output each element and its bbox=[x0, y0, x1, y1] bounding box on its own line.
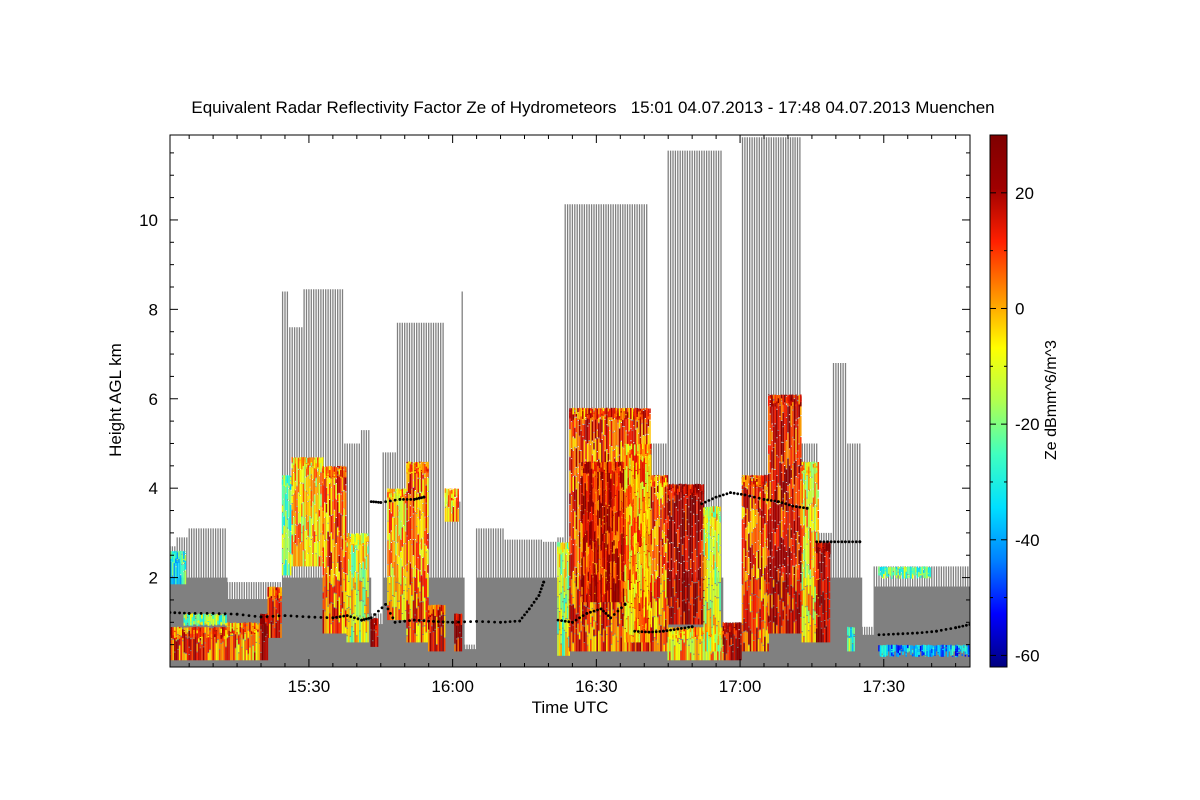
x-tick-label: 15:30 bbox=[288, 677, 331, 696]
echo-block-33 bbox=[861, 626, 875, 667]
x-tick-label: 16:00 bbox=[431, 677, 474, 696]
reflectivity-cell-19 bbox=[624, 443, 652, 643]
reflectivity-cell-13 bbox=[427, 604, 446, 652]
axes-layer: 15:30 16:00 16:30 17:00 17:30 2 4 6 8 10 bbox=[139, 134, 971, 696]
reflectivity-cell-30 bbox=[878, 566, 931, 579]
x-axis-label: Time UTC bbox=[531, 698, 609, 717]
echo-block-17 bbox=[475, 528, 506, 667]
reflectivity-cell-12 bbox=[406, 461, 429, 643]
reflectivity-cell-29 bbox=[847, 626, 855, 652]
reflectivity-cell-31 bbox=[878, 644, 970, 658]
x-tick-label: 17:00 bbox=[719, 677, 762, 696]
x-tick-label: 16:30 bbox=[575, 677, 618, 696]
cloud-base-markers bbox=[170, 491, 970, 637]
reflectivity-cell-9 bbox=[346, 533, 369, 643]
x-tick-label: 17:30 bbox=[862, 677, 905, 696]
echo-block-18 bbox=[504, 539, 544, 667]
reflectivity-cell-3 bbox=[226, 622, 261, 661]
y-tick-label: 10 bbox=[139, 211, 158, 230]
echo-block-32 bbox=[856, 443, 863, 667]
reflectivity-cell-20 bbox=[650, 474, 669, 652]
reflectivity-cell-0 bbox=[170, 626, 227, 661]
echo-block-15 bbox=[461, 291, 465, 667]
colorbar-tick-label: -60 bbox=[1015, 646, 1040, 665]
reflectivity-cell-1 bbox=[170, 550, 187, 585]
y-tick-label: 2 bbox=[149, 569, 158, 588]
reflectivity-cell-11 bbox=[387, 488, 407, 621]
echo-block-19 bbox=[543, 541, 559, 667]
echo-block-16 bbox=[463, 644, 477, 667]
reflectivity-cell-4 bbox=[260, 613, 269, 661]
reflectivity-cell-14 bbox=[444, 488, 459, 522]
reflectivity-cell-5 bbox=[267, 586, 282, 638]
reflectivity-cell-27 bbox=[801, 461, 820, 643]
chart-title: Equivalent Radar Reflectivity Factor Ze … bbox=[191, 98, 995, 117]
colorbar-tick-label: -40 bbox=[1015, 531, 1040, 550]
colorbar-tick-label: -20 bbox=[1015, 415, 1040, 434]
reflectivity-cell-28 bbox=[815, 541, 831, 643]
reflectivity-cell-23 bbox=[703, 506, 721, 652]
colorbar: 20 0 -20 -40 -60 bbox=[989, 134, 1040, 668]
reflectivity-cell-24 bbox=[722, 622, 742, 661]
reflectivity-cell-10 bbox=[370, 617, 379, 647]
reflectivity-cell-2 bbox=[183, 613, 227, 626]
colorbar-scale bbox=[989, 134, 1008, 668]
reflectivity-cell-15 bbox=[454, 613, 463, 652]
colorbar-tick-label: 0 bbox=[1015, 299, 1024, 318]
reflectivity-cell-6 bbox=[281, 475, 292, 576]
heatmap-layer bbox=[170, 137, 970, 667]
y-tick-label: 8 bbox=[149, 300, 158, 319]
reflectivity-cell-26 bbox=[768, 394, 802, 634]
reflectivity-cell-18 bbox=[581, 461, 625, 603]
colorbar-tick-label: 20 bbox=[1015, 184, 1034, 203]
reflectivity-cell-21 bbox=[667, 483, 705, 625]
reflectivity-cell-8 bbox=[322, 465, 347, 634]
plot-frame bbox=[169, 134, 971, 668]
upper-layer-markers bbox=[369, 495, 426, 504]
reflectivity-cell-25 bbox=[741, 474, 769, 652]
reflectivity-cell-16 bbox=[557, 541, 570, 656]
y-tick-label: 4 bbox=[149, 479, 158, 498]
reflectivity-cell-7 bbox=[291, 457, 324, 567]
y-tick-label: 6 bbox=[149, 390, 158, 409]
echo-block-30 bbox=[832, 363, 848, 667]
